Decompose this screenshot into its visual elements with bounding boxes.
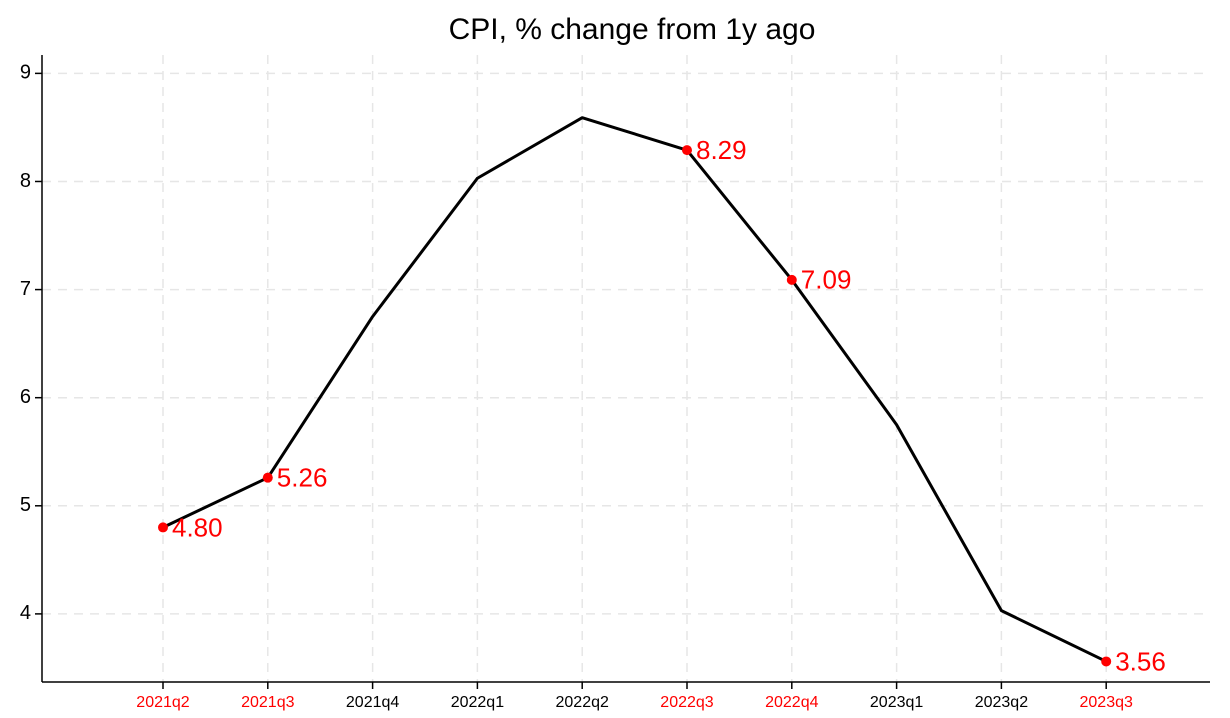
- y-tick-label: 8: [20, 170, 31, 192]
- x-tick-label: 2022q4: [765, 694, 818, 711]
- x-tick-label: 2023q3: [1080, 694, 1133, 711]
- value-label: 4.80: [172, 512, 223, 542]
- point: [1101, 656, 1112, 667]
- point: [682, 145, 692, 156]
- x-tick-label: 2021q3: [241, 694, 294, 711]
- point: [158, 522, 168, 533]
- x-tick-label: 2021q4: [346, 694, 399, 711]
- y-tick-label: 7: [20, 278, 31, 300]
- y-tick-label: 6: [20, 386, 31, 408]
- value-label: 3.56: [1115, 646, 1166, 676]
- value-label: 5.26: [277, 463, 328, 493]
- line-series: [162, 116, 1107, 663]
- x-tick-label: 2021q2: [136, 694, 189, 711]
- chart-title: CPI, % change from 1y ago: [449, 13, 816, 46]
- value-label: 8.29: [696, 135, 747, 165]
- point: [786, 274, 797, 285]
- x-tick-label: 2023q1: [870, 694, 923, 711]
- x-tick-label: 2022q1: [451, 694, 504, 711]
- x-tick-label: 2023q2: [975, 694, 1028, 711]
- x-tick-label: 2022q2: [556, 694, 609, 711]
- y-tick-label: 5: [20, 494, 31, 516]
- y-tick-label: 4: [20, 602, 31, 624]
- x-tick-label: 2022q3: [660, 694, 713, 711]
- point: [262, 472, 273, 483]
- y-tick-label: 9: [20, 62, 31, 84]
- value-label: 7.09: [801, 265, 852, 295]
